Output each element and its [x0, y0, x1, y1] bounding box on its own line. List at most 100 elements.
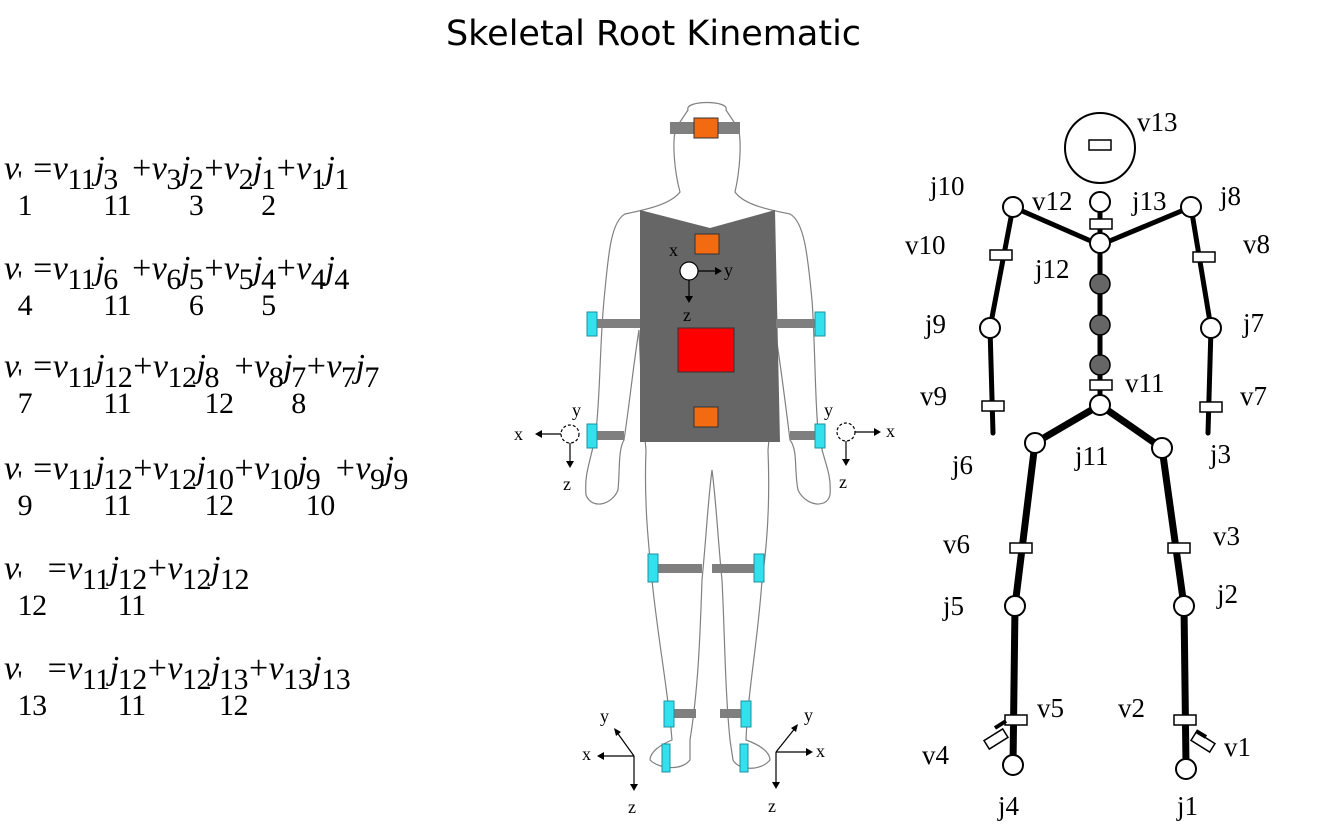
- equation-symbol: v: [151, 150, 167, 187]
- body-sensor-figure: x y z x y z x y z x y z x y: [514, 101, 895, 817]
- equation-subscript: 1: [310, 163, 326, 196]
- label-v8: v8: [1243, 229, 1270, 259]
- equation-superscript: 7: [291, 361, 306, 394]
- joint-j4: [1002, 754, 1024, 776]
- equation-superscript: 12: [103, 463, 133, 496]
- equation-symbol: j: [196, 348, 206, 385]
- label-j13: j13: [1131, 186, 1167, 216]
- equation-symbol: j: [95, 348, 105, 385]
- equation-subscript: 12: [182, 563, 212, 596]
- equation-superscript: 8: [204, 361, 219, 394]
- joint-j11: [1089, 394, 1111, 416]
- equation-symbol: v: [254, 348, 269, 385]
- equation-script: 10 12: [204, 463, 234, 523]
- equation-symbol: j: [180, 150, 190, 187]
- equation-superscript: 4: [261, 263, 276, 296]
- sensor-v10-box: [989, 249, 1013, 261]
- sensor-v6-box: [1009, 542, 1033, 554]
- equation-operator: +: [147, 550, 167, 587]
- equation-symbol: j: [325, 150, 335, 187]
- equation-script: 8 12: [204, 361, 234, 419]
- equation-operator: +: [133, 348, 152, 385]
- sensor-v3-box: [1167, 542, 1191, 554]
- equation-symbol: j: [109, 550, 119, 587]
- equation-script: ' 7: [17, 364, 33, 419]
- joint-j3-hip: [1151, 437, 1173, 459]
- equation-subscript: 4: [334, 263, 349, 296]
- label-v10: v10: [905, 230, 946, 260]
- label-v4: v4: [922, 740, 950, 770]
- right-wrist-axis-x-label: x: [886, 421, 895, 441]
- equation-symbol: v: [151, 250, 167, 287]
- equation-subscript: 4: [17, 288, 33, 322]
- equation-subscript: 12: [218, 689, 249, 723]
- equation-subscript: 1: [334, 163, 349, 196]
- equation-subscript: 2: [261, 189, 276, 223]
- label-v5: v5: [1037, 693, 1064, 723]
- equation-script: 12 11: [103, 463, 133, 521]
- equation-superscript: 10: [204, 463, 234, 496]
- equation-operator: +: [335, 450, 355, 487]
- equation-symbol: v: [152, 450, 168, 487]
- equation-superscript: ': [17, 364, 23, 393]
- equation-superscript: ': [17, 166, 23, 195]
- equation-symbol: v: [224, 150, 239, 187]
- sensor-v2-box: [1173, 714, 1197, 726]
- equation-superscript: 12: [117, 663, 148, 696]
- torso-axis-x-label: x: [669, 240, 678, 260]
- equation-symbol: v: [326, 348, 341, 385]
- equation-symbol: j: [253, 250, 263, 287]
- bone-right-hip: [1096, 401, 1166, 452]
- equation-subscript: 11: [67, 263, 96, 296]
- equation-operator: =: [33, 450, 52, 487]
- equation-subscript: 5: [238, 263, 254, 296]
- equation-symbol: j: [253, 150, 263, 187]
- equation-superscript: ': [17, 566, 23, 595]
- equation-superscript: 2: [188, 163, 204, 196]
- bone-left-forearm: [987, 325, 996, 436]
- left-upperarm-sensor: [586, 311, 598, 337]
- equation-operator: =: [33, 150, 52, 187]
- equation-symbol: j: [95, 450, 105, 487]
- equation-superscript: 13: [218, 663, 249, 696]
- equation-subscript: 12: [167, 361, 198, 394]
- right-foot-axis-z-label: z: [768, 796, 776, 816]
- equation-subscript: 11: [117, 589, 146, 623]
- equation-symbol: j: [180, 250, 190, 287]
- equation-script: ' 1: [17, 166, 33, 221]
- equation-symbol: v: [67, 550, 82, 587]
- equation-subscript: 7: [364, 361, 379, 394]
- equation-subscript: 12: [182, 663, 212, 696]
- equation-superscript: 12: [103, 361, 133, 394]
- equation-row: v ' 13 =v11j 12 11 +v12j 13 12 +v13j13: [4, 650, 351, 723]
- equation-script: ' 4: [17, 268, 33, 322]
- equation-symbol: j: [196, 450, 206, 487]
- equation-subscript: 11: [103, 189, 132, 223]
- equation-operator: +: [204, 250, 224, 287]
- sensor-v9-box: [981, 400, 1005, 412]
- root-sensor: [677, 327, 735, 373]
- equation-operator: +: [248, 650, 268, 687]
- label-j2: j2: [1216, 579, 1238, 609]
- bone-left-shoulder: [1010, 204, 1103, 248]
- equation-subscript: 8: [291, 387, 306, 421]
- equation-symbol: v: [52, 348, 68, 385]
- label-v9: v9: [920, 381, 947, 411]
- sensor-v8-box: [1192, 251, 1216, 263]
- bone-left-thigh: [1011, 439, 1039, 610]
- equation-superscript: 6: [103, 263, 118, 296]
- equation-symbol: v: [4, 650, 19, 687]
- spine-joint: [1089, 314, 1111, 336]
- equation-script: 9 10: [306, 464, 336, 521]
- equation-symbol: v: [254, 450, 269, 487]
- equation-script: 13 12: [218, 663, 249, 723]
- equation-symbol: j: [211, 650, 220, 687]
- equation-subscript: 13: [283, 663, 313, 696]
- equation-subscript: 12: [204, 489, 234, 523]
- bone-right-thigh: [1158, 444, 1188, 610]
- label-v6: v6: [943, 529, 970, 559]
- sensor-v4-box: [982, 727, 1010, 751]
- sensor-v5-box: [1004, 714, 1028, 726]
